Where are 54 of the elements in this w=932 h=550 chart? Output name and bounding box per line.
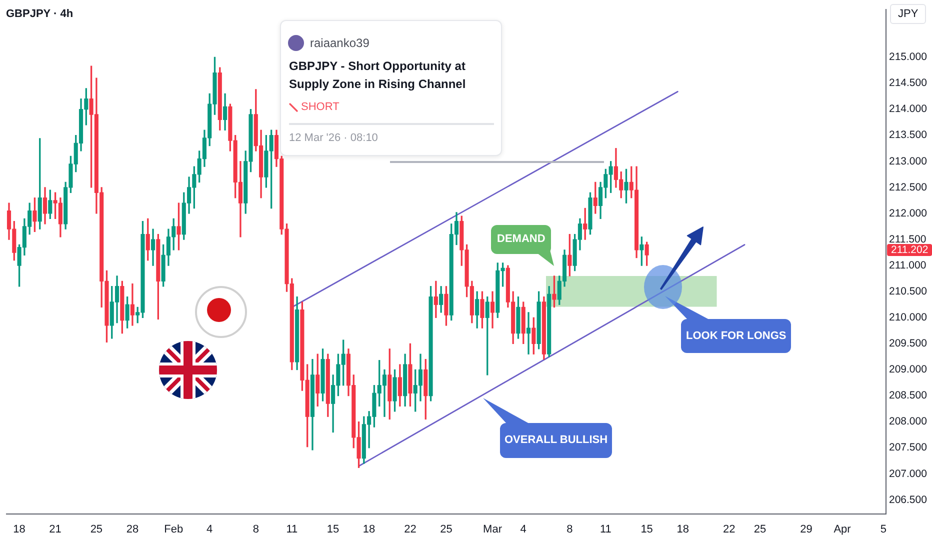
x-tick-label: 18 xyxy=(362,524,376,536)
y-tick-label: 213.500 xyxy=(889,129,928,142)
x-tick-label: 21 xyxy=(49,524,62,536)
y-axis-title: JPY xyxy=(898,8,918,20)
y-tick-label: 215.000 xyxy=(889,51,928,64)
x-tick-label: 8 xyxy=(252,524,259,536)
candlestick xyxy=(434,280,438,318)
y-tick-label: 211.000 xyxy=(889,259,926,272)
x-tick-label: 11 xyxy=(600,524,612,536)
y-tick-label: 207.000 xyxy=(889,468,928,480)
y-tick-label: 213.000 xyxy=(889,155,928,168)
y-tick-label: 208.500 xyxy=(889,390,928,402)
x-tick-label: 29 xyxy=(800,524,812,536)
x-tick-label: 11 xyxy=(286,524,298,536)
x-tick-label: 18 xyxy=(13,524,26,536)
x-tick-label: 25 xyxy=(440,524,452,536)
x-tick-label: 8 xyxy=(566,524,573,536)
x-tick-label: 15 xyxy=(640,524,653,536)
y-tick-label: 206.500 xyxy=(889,494,928,506)
annotation: OVERALL BULLISH xyxy=(504,434,608,446)
annotation: raiaanko39 xyxy=(310,36,370,51)
y-tick-label: 207.500 xyxy=(889,442,928,454)
x-tick-label: 18 xyxy=(676,524,689,536)
x-tick-label: Mar xyxy=(483,524,502,536)
y-tick-label: 209.500 xyxy=(889,338,928,350)
candlestick xyxy=(526,312,531,354)
annotation: SHORT xyxy=(301,101,340,114)
x-tick-label: Feb xyxy=(164,524,184,536)
y-tick-label: 208.000 xyxy=(889,416,928,428)
x-tick-label: 4 xyxy=(206,524,213,536)
x-tick-label: 15 xyxy=(326,524,340,536)
y-tick-label: 210.000 xyxy=(889,312,928,324)
y-tick-label: 214.500 xyxy=(889,77,928,90)
annotation: LOOK FOR LONGS xyxy=(686,330,786,342)
y-tick-label: 212.000 xyxy=(889,207,928,220)
band-label: DEMAND xyxy=(497,233,546,245)
chart-title: GBPJPY · 4h xyxy=(6,8,74,21)
y-tick-label: 209.000 xyxy=(889,364,928,376)
x-tick-label: 25 xyxy=(754,524,766,536)
x-tick-label: 4 xyxy=(520,524,526,536)
candlestick xyxy=(130,283,134,326)
x-tick-label: 22 xyxy=(722,524,736,536)
x-tick-label: 25 xyxy=(90,524,103,536)
x-tick-label: 5 xyxy=(880,524,886,536)
y-tick-label: 212.500 xyxy=(889,181,928,194)
x-tick-label: 28 xyxy=(126,524,139,536)
annotation: GBPJPY - Short Opportunity at Supply Zone in Rising Channel xyxy=(289,58,467,93)
x-tick-label: Apr xyxy=(834,524,852,536)
y-tick-label: 211.500 xyxy=(889,233,926,246)
text: 211.202 xyxy=(891,244,928,256)
x-tick-label: 22 xyxy=(404,524,416,536)
y-tick-label: 214.000 xyxy=(889,103,928,116)
y-tick-label: 210.500 xyxy=(889,285,928,298)
annotation: 12 Mar '26 · 08:10 xyxy=(289,132,378,145)
